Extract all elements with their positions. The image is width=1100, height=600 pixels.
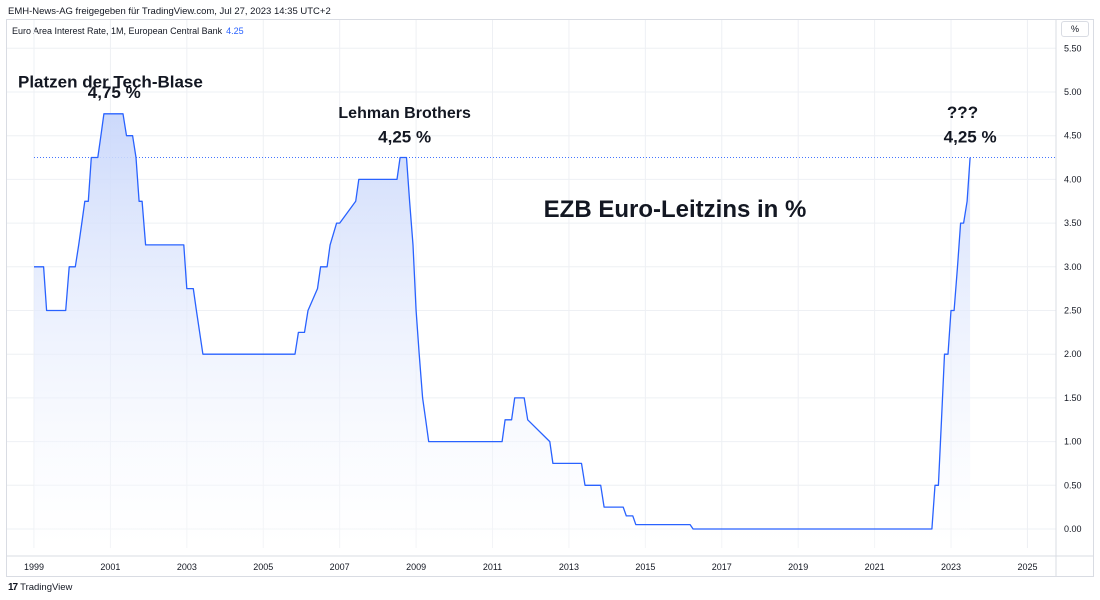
- annotation-label: 4,25 %: [378, 128, 431, 147]
- x-tick-label: 2019: [788, 562, 808, 572]
- x-tick-label: 2007: [330, 562, 350, 572]
- y-tick-label: 0.00: [1064, 524, 1082, 534]
- rate-series-line: [34, 113, 971, 530]
- x-tick-label: 2017: [712, 562, 732, 572]
- annotation-label: Lehman Brothers: [338, 105, 471, 122]
- published-line: EMH-News-AG freigegeben für TradingView.…: [8, 6, 331, 17]
- x-tick-label: 2003: [177, 562, 197, 572]
- series-legend[interactable]: Euro Area Interest Rate, 1M, European Ce…: [12, 26, 244, 36]
- annotation-label: 4,75 %: [88, 83, 141, 102]
- y-tick-label: 5.50: [1064, 43, 1082, 53]
- x-tick-label: 2015: [635, 562, 655, 572]
- x-axis[interactable]: 1999 2001 2003 2005 2007 2009 2011 2013 2015 2017…: [24, 562, 1037, 572]
- chart-frame: [6, 19, 1094, 577]
- y-tick-label: 5.00: [1064, 87, 1082, 97]
- y-axis[interactable]: 5.50 5.00 4.50 4.00 3.50 3.00 2.50 2.00 1.50 1.00…: [1064, 43, 1082, 534]
- y-tick-label: 2.00: [1064, 349, 1082, 359]
- y-tick-label: 3.50: [1064, 218, 1082, 228]
- unit-toggle-button[interactable]: %: [1061, 21, 1089, 37]
- annotation-label: ???: [947, 103, 978, 122]
- annotation-label: Platzen der Tech-Blase: [18, 73, 203, 92]
- rate-area-fill: [34, 113, 971, 549]
- y-tick-label: 2.50: [1064, 306, 1082, 316]
- y-tick-label: 1.00: [1064, 437, 1082, 447]
- x-tick-label: 2005: [253, 562, 273, 572]
- y-tick-label: 3.00: [1064, 262, 1082, 272]
- tradingview-brand[interactable]: 17 TradingView: [8, 582, 72, 593]
- brand-name: TradingView: [20, 582, 73, 593]
- y-tick-label: 4.00: [1064, 174, 1082, 184]
- annotation-label: 4,25 %: [944, 128, 997, 147]
- chart-title: EZB Euro-Leitzins in %: [544, 196, 807, 223]
- x-tick-label: 2021: [865, 562, 885, 572]
- x-tick-label: 2001: [100, 562, 120, 572]
- x-tick-label: 2025: [1017, 562, 1037, 572]
- x-tick-label: 2011: [483, 562, 502, 572]
- x-tick-label: 1999: [24, 562, 44, 572]
- x-tick-label: 2023: [941, 562, 961, 572]
- series-label: Euro Area Interest Rate, 1M, European Ce…: [12, 26, 223, 36]
- tradingview-logo-icon: 17: [8, 582, 18, 593]
- series-last-value: 4.25: [226, 26, 244, 36]
- x-tick-label: 2013: [559, 562, 579, 572]
- y-tick-label: 1.50: [1064, 393, 1082, 403]
- y-tick-label: 4.50: [1064, 131, 1082, 141]
- rate-area: [34, 113, 971, 549]
- x-tick-label: 2009: [406, 562, 426, 572]
- y-tick-label: 0.50: [1064, 480, 1082, 490]
- rate-line: [34, 113, 971, 530]
